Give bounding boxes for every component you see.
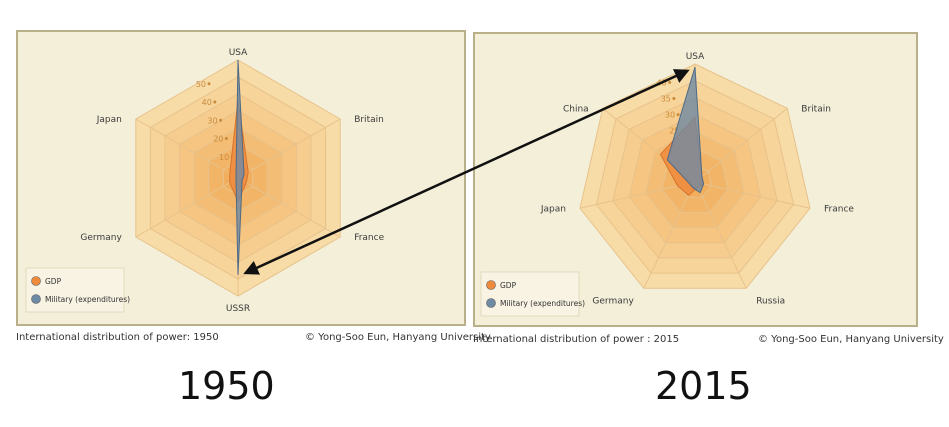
- caption-2015: International distribution of power : 20…: [473, 334, 680, 345]
- tick-label: 50: [196, 80, 206, 89]
- copyright-2015: © Yong-Soo Eun, Hanyang University: [758, 334, 944, 345]
- gdp-series-legend-swatch: [486, 280, 496, 290]
- axis-spoke: [694, 181, 811, 209]
- military-series-legend-label: Military (expenditures): [500, 299, 585, 308]
- axis-label-germany: Germany: [80, 233, 122, 243]
- military-series-legend-swatch: [31, 294, 41, 304]
- tick-dot: [668, 80, 672, 84]
- legend-box: [480, 271, 580, 317]
- axis-label-russia: Russia: [756, 296, 785, 306]
- tick-label: 20: [213, 135, 223, 144]
- tick-label: 40: [202, 98, 212, 107]
- tick-label: 30: [665, 111, 675, 120]
- military-series-legend-label: Military (expenditures): [45, 295, 130, 304]
- axis-label-usa: USA: [686, 52, 705, 62]
- tick-label: 35: [661, 95, 671, 104]
- radar-panel-2015: 152025303540USABritainFranceRussiaGerman…: [473, 32, 918, 327]
- axis-spoke: [135, 118, 239, 179]
- axis-label-japan: Japan: [96, 115, 122, 125]
- radar-panel-1950: 10 20 30 40 50 USA Britain France USSR Germany Jap…: [16, 30, 466, 326]
- tick-label: 10: [219, 153, 229, 162]
- tick-dot: [219, 118, 223, 122]
- gdp-series-legend-label: GDP: [500, 281, 517, 290]
- year-label-2015: 2015: [655, 364, 752, 408]
- axis-label-germany: Germany: [592, 296, 634, 306]
- axis-label-britain: Britain: [354, 115, 384, 125]
- military-series-legend-swatch: [486, 298, 496, 308]
- tick-dot: [207, 82, 211, 86]
- axis-label-ussr: USSR: [226, 304, 250, 314]
- copyright-1950: © Yong-Soo Eun, Hanyang University: [305, 332, 491, 343]
- caption-1950: International distribution of power: 195…: [16, 332, 219, 343]
- tick-dot: [213, 100, 217, 104]
- axis-label-japan: Japan: [540, 204, 566, 214]
- tick-dot: [224, 137, 228, 140]
- year-label-1950: 1950: [178, 364, 275, 408]
- radar-chart-2015: 152025303540USABritainFranceRussiaGerman…: [473, 32, 918, 327]
- axis-spoke: [135, 177, 239, 238]
- tick-label: 40: [656, 78, 666, 87]
- axis-label-britain: Britain: [801, 104, 831, 114]
- tick-dot: [676, 113, 680, 117]
- axis-spoke: [694, 108, 788, 183]
- axis-label-france: France: [824, 204, 854, 214]
- axis-spoke: [694, 181, 747, 289]
- axis-label-france: France: [354, 233, 384, 243]
- axis-label-china: China: [563, 104, 589, 114]
- legend-box: [25, 267, 125, 313]
- axis-label-usa: USA: [229, 48, 248, 58]
- tick-label: 30: [207, 116, 217, 125]
- tick-dot: [672, 97, 676, 100]
- gdp-series-legend-label: GDP: [45, 277, 62, 286]
- radar-chart-1950: 10 20 30 40 50 USA Britain France USSR Germany Jap…: [16, 30, 466, 326]
- gdp-series-legend-swatch: [31, 276, 41, 286]
